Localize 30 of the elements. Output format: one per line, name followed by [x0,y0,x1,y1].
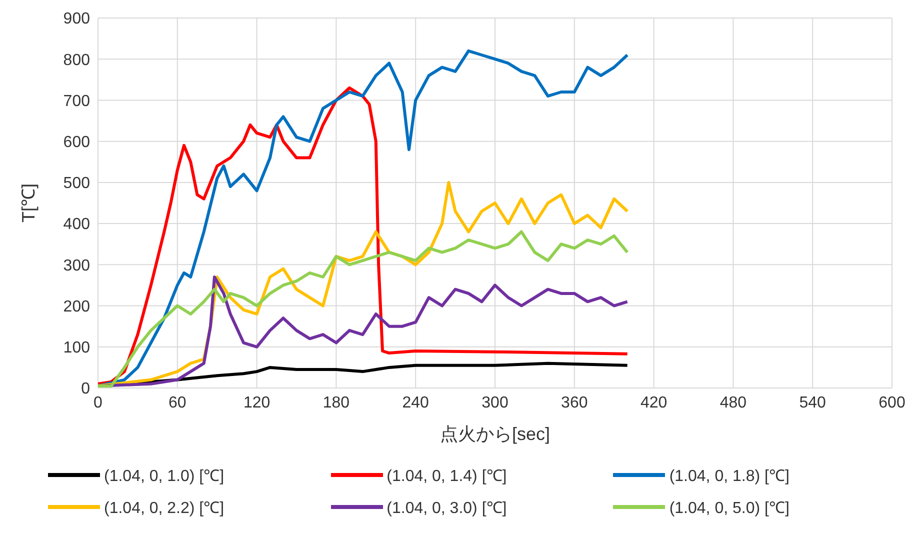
x-tick-label: 120 [243,394,270,412]
x-tick-label: 540 [799,394,826,412]
x-tick-label: 240 [402,394,430,412]
x-tick-label: 180 [322,394,350,412]
x-tick-label: 360 [561,394,588,412]
legend-label: (1.04, 0, 5.0) [℃] [669,499,790,518]
y-tick-label: 400 [63,216,90,234]
y-tick-label: 200 [63,298,90,316]
legend-label: (1.04, 0, 2.2) [℃] [104,499,224,518]
y-tick-label: 800 [63,52,90,69]
y-tick-label: 600 [63,134,90,152]
x-tick-label: 300 [482,394,508,412]
legend-label: (1.04, 0, 1.0) [℃] [104,467,224,486]
y-tick-label: 500 [63,175,90,192]
x-tick-label: 0 [94,394,103,412]
y-tick-label: 700 [63,92,90,110]
y-tick-label: 300 [63,257,90,274]
y-tick-label: 100 [63,340,90,357]
x-tick-label: 60 [168,394,186,412]
y-tick-label: 900 [63,10,90,28]
x-tick-label: 420 [640,394,668,412]
line-series [98,230,629,388]
legend-label: (1.04, 0, 1.8) [℃] [669,467,790,486]
y-tick-label: 0 [81,380,90,398]
y-axis-title: T[℃] [18,184,38,222]
x-tick-label: 480 [720,394,747,412]
legend-label: (1.04, 0, 1.4) [℃] [386,467,507,486]
legend-label: (1.04, 0, 3.0) [℃] [386,499,507,518]
x-tick-label: 600 [878,394,906,412]
x-axis-title: 点火から[sec] [440,424,550,444]
